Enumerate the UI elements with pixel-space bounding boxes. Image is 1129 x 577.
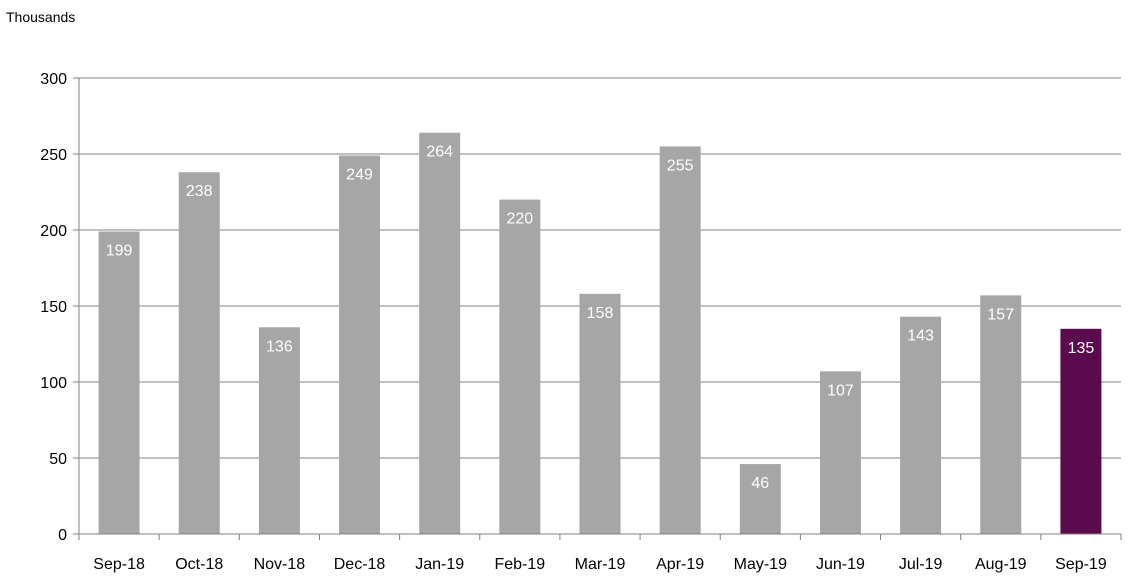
bar-mar-19 <box>579 293 621 534</box>
x-tick-label-dec-18: Dec-18 <box>334 556 386 573</box>
bar-dec-18 <box>339 155 381 534</box>
x-tick-label-jul-19: Jul-19 <box>899 556 943 573</box>
x-tick-label-nov-18: Nov-18 <box>254 556 306 573</box>
bar-jan-19 <box>419 132 461 534</box>
data-label-jul-19: 143 <box>907 328 934 345</box>
bar-jun-19 <box>819 371 861 534</box>
x-tick-label-apr-19: Apr-19 <box>656 556 704 573</box>
y-tick-label-100: 100 <box>40 375 67 392</box>
y-tick-label-50: 50 <box>49 451 67 468</box>
data-label-oct-18: 238 <box>186 183 213 200</box>
data-label-apr-19: 255 <box>667 157 694 174</box>
units-label: Thousands <box>6 9 76 25</box>
axes: 0 50 100 150 200 250 300 Sep-18 Oct-18 Nov-18 Dec-… <box>40 71 1122 573</box>
data-label-jun-19: 107 <box>827 382 854 399</box>
bar-may-19 <box>739 464 781 534</box>
x-tick-label-jan-19: Jan-19 <box>415 556 464 573</box>
data-label-may-19: 46 <box>751 475 769 492</box>
bar-aug-19 <box>980 295 1022 534</box>
data-label-sep-18: 199 <box>106 243 133 260</box>
x-tick-label-aug-19: Aug-19 <box>975 556 1027 573</box>
data-label-mar-19: 158 <box>587 305 614 322</box>
bar-feb-19 <box>499 199 541 534</box>
data-label-sep-19: 135 <box>1068 340 1095 357</box>
bar-nov-18 <box>258 327 300 534</box>
x-tick-label-feb-19: Feb-19 <box>494 556 545 573</box>
bars <box>98 132 1102 535</box>
bar-oct-18 <box>178 172 220 535</box>
y-tick-label-150: 150 <box>40 299 67 316</box>
x-tick-label-mar-19: Mar-19 <box>575 556 626 573</box>
bar-sep-18 <box>98 231 140 534</box>
data-label-aug-19: 157 <box>987 306 1014 323</box>
bar-jul-19 <box>900 316 942 534</box>
bar-sep-19 <box>1060 328 1102 534</box>
y-tick-label-250: 250 <box>40 147 67 164</box>
data-label-nov-18: 136 <box>266 338 293 355</box>
data-labels: 199 238 136 249 264 220 158 255 46 107 143 157 135 <box>106 144 1095 492</box>
y-tick-label-200: 200 <box>40 223 67 240</box>
x-tick-label-jun-19: Jun-19 <box>816 556 865 573</box>
bar-apr-19 <box>659 146 701 534</box>
y-tick-label-0: 0 <box>58 527 67 544</box>
data-label-feb-19: 220 <box>506 211 533 228</box>
data-label-dec-18: 249 <box>346 167 373 184</box>
data-label-jan-19: 264 <box>426 144 453 161</box>
y-tick-label-300: 300 <box>40 71 67 88</box>
x-tick-label-may-19: May-19 <box>734 556 787 573</box>
x-tick-label-sep-19: Sep-19 <box>1055 556 1107 573</box>
x-tick-label-oct-18: Oct-18 <box>175 556 223 573</box>
x-tick-label-sep-18: Sep-18 <box>93 556 145 573</box>
